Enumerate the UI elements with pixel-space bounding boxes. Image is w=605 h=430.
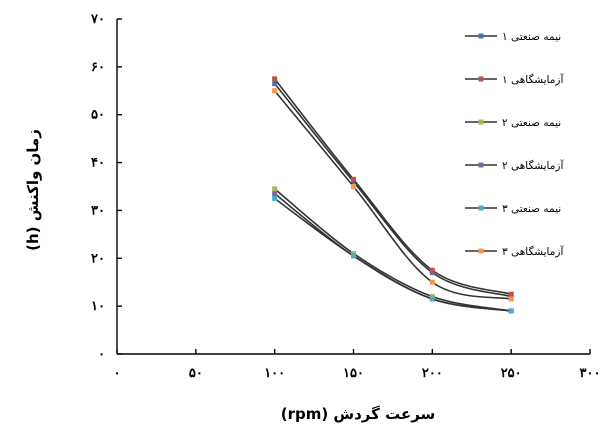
legend-label: آزمایشگاهی ۲ [502, 159, 564, 172]
data-point [508, 296, 514, 302]
data-point [272, 76, 278, 82]
x-tick-label: ۵۰ [189, 366, 203, 381]
data-point [351, 176, 356, 182]
x-tick-label: ۱۵۰ [343, 366, 364, 381]
data-point [351, 184, 356, 189]
plot-lines [272, 76, 514, 314]
series-2 [272, 76, 514, 297]
y-tick-label: ۳۰ [91, 203, 105, 218]
series-line [274, 78, 512, 295]
legend-item: نیمه صنعتی ۱ [465, 31, 561, 43]
x-tick-label: ۲۰۰ [422, 366, 443, 381]
legend-item: نیمه صنعتی ۲ [465, 117, 561, 129]
data-point [272, 191, 278, 197]
x-tick-label: ۳۰۰ [580, 366, 601, 381]
series-line [274, 193, 512, 312]
data-point [351, 253, 356, 259]
legend-label: آزمایشگاهی ۳ [502, 245, 564, 258]
legend-label: نیمه صنعتی ۲ [502, 117, 561, 129]
legend-item: نیمه صنعتی ۳ [465, 203, 561, 215]
legend-item: آزمایشگاهی ۲ [465, 159, 564, 172]
y-tick-label: ۰ [98, 347, 105, 362]
legend-marker [478, 119, 484, 125]
series-line [274, 90, 512, 300]
data-point [272, 88, 278, 94]
y-tick-label: ۷۰ [90, 12, 105, 27]
data-point [429, 267, 435, 273]
legend-label: آزمایشگاهی ۱ [502, 73, 564, 86]
x-tick-label: ۱۰۰ [264, 366, 285, 381]
y-tick-label: ۴۰ [91, 156, 105, 171]
x-axis: ۰ ۵۰ ۱۰۰ ۱۵۰ ۲۰۰ ۲۵۰ ۳۰۰ [114, 349, 601, 381]
legend-marker [478, 33, 484, 39]
x-tick-label: ۲۵۰ [501, 366, 522, 381]
data-point [272, 186, 278, 192]
legend-marker [478, 248, 484, 254]
x-tick-label: ۰ [114, 366, 121, 381]
series-line [274, 83, 512, 298]
data-point [272, 195, 278, 201]
data-point [508, 291, 514, 297]
series-6 [272, 88, 514, 302]
legend-label: نیمه صنعتی ۳ [502, 203, 561, 215]
series-1 [272, 81, 514, 300]
y-tick-label: ۵۰ [91, 108, 105, 123]
legend-marker [478, 205, 484, 211]
y-tick-label: ۱۰ [91, 299, 105, 314]
legend-label: نیمه صنعتی ۱ [502, 31, 561, 43]
data-point [272, 81, 278, 87]
series-3 [272, 186, 514, 314]
series-line [274, 188, 512, 312]
y-axis: ۰ ۱۰ ۲۰ ۳۰ ۴۰ ۵۰ ۶۰ ۷۰ [90, 12, 122, 362]
data-point [508, 308, 514, 314]
data-point [429, 296, 435, 302]
legend-marker [478, 162, 484, 168]
data-point [429, 279, 435, 285]
legend-item: آزمایشگاهی ۳ [465, 245, 564, 258]
y-axis-title: زمان واکنش (h) [24, 129, 42, 251]
y-tick-label: ۶۰ [91, 60, 105, 75]
x-axis-title: سرعت گردش (rpm) [281, 405, 436, 423]
legend-marker [478, 76, 484, 82]
series-4 [272, 191, 514, 314]
legend-item: آزمایشگاهی ۱ [465, 73, 564, 86]
legend: نیمه صنعتی ۱ آزمایشگاهی ۱ نیمه صنعتی ۲ آزما… [465, 31, 564, 258]
series-5 [272, 195, 514, 314]
series-line [274, 197, 512, 312]
y-tick-label: ۲۰ [91, 251, 105, 266]
